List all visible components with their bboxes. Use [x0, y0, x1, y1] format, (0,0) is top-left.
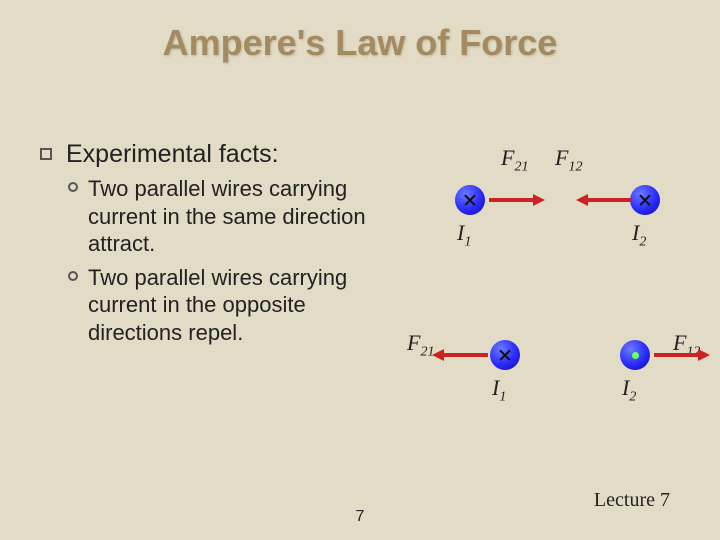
cross-icon — [463, 193, 477, 207]
force-label-f12: F12 — [555, 145, 582, 175]
square-bullet-icon — [40, 148, 52, 160]
page-number: 7 — [356, 508, 365, 526]
cross-icon — [498, 348, 512, 362]
force-label-f21: F21 — [501, 145, 528, 175]
bullet-2-text: Two parallel wires carrying current in t… — [88, 264, 368, 347]
bullet-2: Two parallel wires carrying current in t… — [68, 264, 400, 347]
circle-bullet-icon — [68, 271, 78, 281]
bullet-1: Two parallel wires carrying current in t… — [68, 175, 400, 258]
current-label-i1: I1 — [492, 375, 506, 405]
content-area: Experimental facts: Two parallel wires c… — [40, 140, 400, 346]
heading-row: Experimental facts: — [40, 140, 400, 169]
heading-text: Experimental facts: — [66, 140, 279, 169]
lecture-label: Lecture 7 — [594, 489, 670, 512]
slide-title: Ampere's Law of Force — [0, 0, 720, 64]
bullet-1-text: Two parallel wires carrying current in t… — [88, 175, 368, 258]
force-label-f21: F21 — [407, 330, 434, 360]
wire-into-page-icon — [630, 185, 660, 215]
current-label-i2: I2 — [622, 375, 636, 405]
wire-into-page-icon — [455, 185, 485, 215]
circle-bullet-icon — [68, 182, 78, 192]
cross-icon — [638, 193, 652, 207]
current-label-i2: I2 — [632, 220, 646, 250]
wire-out-of-page-icon — [620, 340, 650, 370]
current-label-i1: I1 — [457, 220, 471, 250]
dot-icon — [632, 352, 639, 359]
wire-into-page-icon — [490, 340, 520, 370]
diagram-area: F21 F12 I1 I2 F21 F12 — [415, 140, 705, 480]
